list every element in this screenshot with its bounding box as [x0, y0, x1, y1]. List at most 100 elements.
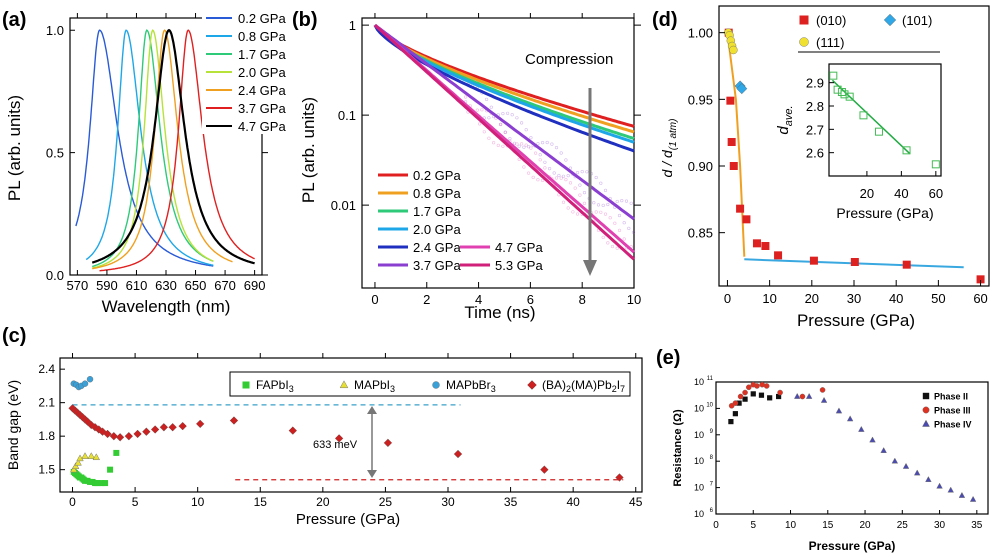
- inset-point: [837, 88, 846, 96]
- x-tick-label: 0: [69, 495, 76, 509]
- raw-point: [622, 237, 626, 241]
- raw-point: [594, 210, 598, 214]
- triangle-point: [70, 465, 78, 473]
- raw-point: [559, 151, 563, 155]
- x-tick-label: 10: [785, 520, 797, 531]
- raw-point: [575, 171, 580, 175]
- raw-point: [566, 206, 570, 210]
- triangle-point: [846, 415, 854, 422]
- square-point: [102, 480, 109, 487]
- panel-c-legend-frame: [229, 371, 631, 397]
- inset-point: [931, 160, 940, 169]
- legend-label: 3.7 GPa: [238, 101, 286, 116]
- diamond-point: [195, 419, 205, 429]
- y-tick-label: 2.1: [38, 396, 55, 410]
- panel-c-legend: FAPbI3 MAPbI3 MAPbBr3 (BA)2(MA)Pb2I7: [242, 378, 625, 394]
- legend-label: 2.4 GPa: [413, 240, 461, 255]
- raw-point: [522, 165, 526, 169]
- raw-point: [545, 140, 549, 145]
- x-tick-label: 0: [724, 291, 731, 306]
- square-point: [742, 215, 751, 224]
- raw-point: [533, 151, 538, 155]
- raw-point: [627, 226, 631, 230]
- raw-point: [568, 166, 573, 170]
- inset-point: [829, 71, 838, 80]
- y-tick-exponent: 11: [707, 376, 714, 382]
- panel-c-points: [68, 376, 624, 487]
- raw-point: [522, 145, 526, 149]
- raw-point: [561, 200, 566, 204]
- raw-point: [582, 191, 587, 195]
- legend-label: 1.7 GPa: [413, 204, 461, 219]
- square-point: [113, 449, 120, 456]
- panel-d: (d) 0 10 20 30 40 50 60 0.85 0.90 0.95 1.00 Press…: [652, 5, 990, 330]
- square-point: [94, 480, 101, 487]
- panel-c-x-label: Pressure (GPa): [296, 511, 400, 528]
- raw-point: [524, 128, 528, 132]
- legend-label: (111): [816, 35, 844, 50]
- diamond-point: [334, 434, 344, 443]
- y-tick-label: 0.95: [688, 92, 713, 107]
- y-tick-label: 1.5: [38, 463, 55, 477]
- diamond-point: [615, 473, 624, 482]
- raw-point: [599, 181, 603, 185]
- raw-point: [503, 130, 507, 135]
- raw-point: [478, 122, 482, 126]
- legend-label-part: (BA): [542, 378, 566, 392]
- x-tick-label: 5: [750, 520, 756, 531]
- legend-label: Phase II: [934, 392, 968, 402]
- pl-curve-4: [92, 29, 233, 270]
- triangle-point: [793, 392, 801, 399]
- x-tick-label: 0: [371, 292, 378, 307]
- raw-point: [540, 178, 545, 182]
- legend-marker: [922, 419, 930, 427]
- diamond-point: [103, 429, 112, 439]
- triangle-point: [902, 462, 910, 469]
- panel-d-inset-x-label: Pressure (GPa): [836, 205, 933, 221]
- legend-marker: [922, 406, 930, 414]
- x-tick-label: 15: [822, 520, 834, 531]
- legend-label: MAPbBr3: [446, 378, 496, 394]
- panel-d-inset-y-label: dave.: [775, 105, 795, 134]
- y-tick-label: 10: [694, 456, 704, 466]
- diamond-point: [288, 426, 297, 435]
- square-point: [727, 138, 736, 146]
- square-point: [902, 260, 911, 269]
- diamond-point: [229, 416, 239, 425]
- raw-point: [613, 221, 617, 225]
- square-point: [736, 204, 745, 213]
- raw-point: [536, 178, 540, 182]
- raw-point: [517, 144, 521, 148]
- panel-e-plot-frame: [715, 381, 989, 515]
- diamond-point: [109, 431, 119, 441]
- panel-e-x-ticks: 0 5 10 15 20 25 30 35: [713, 510, 983, 531]
- x-tick-label: 40: [889, 291, 903, 306]
- raw-point: [592, 201, 596, 205]
- legend-marker: [883, 13, 897, 27]
- x-tick-label: 670: [214, 278, 236, 293]
- raw-point: [606, 202, 610, 207]
- square-point: [726, 96, 735, 105]
- panel-c-label: (c): [2, 325, 26, 347]
- panel-d-y-label-main: d / d: [659, 149, 675, 177]
- raw-point: [610, 244, 615, 249]
- y-tick-label: 0.90: [688, 159, 713, 174]
- x-tick-label: 40: [566, 495, 580, 509]
- panel-a: (a) 570 590 610 630 650 670 690 0.0 0.5 1.0 Wave…: [2, 6, 286, 316]
- triangle-point: [92, 453, 101, 461]
- diamond-point: [383, 438, 393, 448]
- x-tick-label: 45: [629, 495, 643, 509]
- square-point: [107, 466, 114, 473]
- x-tick-label: 25: [897, 520, 909, 531]
- raw-point: [561, 174, 566, 178]
- raw-point: [606, 241, 610, 245]
- x-tick-label: 60: [973, 291, 987, 306]
- legend-label-main: FAPbI: [256, 378, 289, 392]
- raw-point: [538, 153, 542, 157]
- x-tick-label: 20: [316, 495, 330, 509]
- square-point: [98, 480, 105, 487]
- panel-a-legend-bg: [202, 6, 282, 134]
- raw-point: [506, 111, 510, 115]
